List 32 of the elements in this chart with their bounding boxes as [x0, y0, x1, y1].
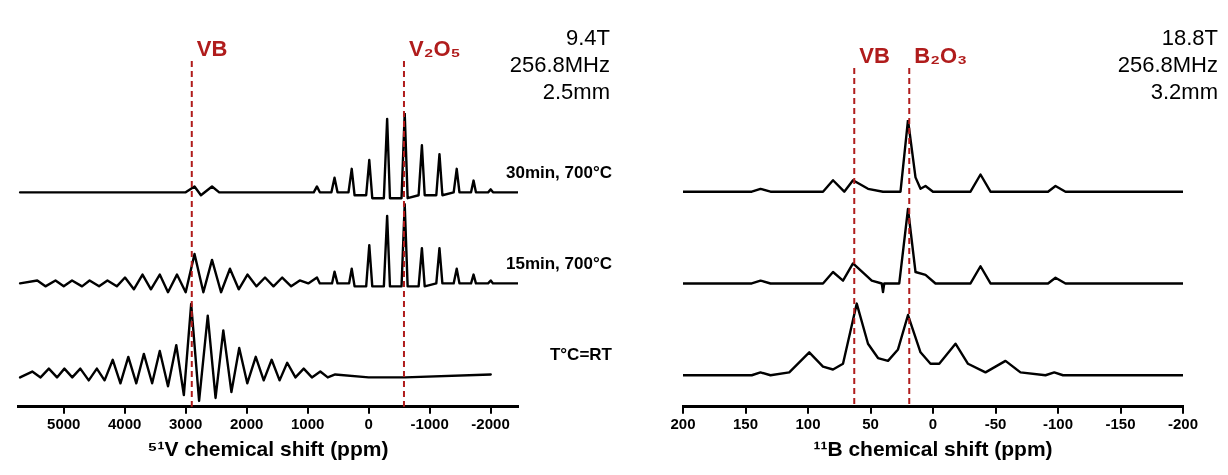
x-tick-label: 4000	[108, 414, 142, 432]
text: 18.8T	[1161, 25, 1218, 50]
text: 2.5mm	[542, 79, 610, 104]
ref-line-label: VB	[196, 36, 228, 61]
x-tick-label: -1000	[410, 414, 449, 432]
x-tick-label: 5000	[47, 414, 81, 432]
x-tick-label: 3000	[169, 414, 203, 432]
x-axis-title: ¹¹B chemical shift (ppm)	[813, 437, 1053, 461]
series-label: 30min, 700°C	[505, 163, 612, 183]
x-tick-label: 0	[364, 414, 373, 432]
x-tick-label: 100	[795, 414, 821, 432]
ref-line-label: VB	[859, 43, 890, 68]
x-tick-label: 150	[732, 414, 759, 432]
x-tick-label: -150	[1105, 414, 1136, 432]
ref-line-label: B₂O₃	[914, 43, 968, 68]
x-tick-label: -200	[1167, 414, 1199, 432]
x-axis-title: ⁵¹V chemical shift (ppm)	[147, 437, 389, 461]
text: 256.8MHz	[1117, 52, 1218, 77]
series-label: 15min, 700°C	[505, 254, 612, 274]
x-tick-label: 50	[862, 414, 879, 432]
ref-line-label: V₂O₅	[408, 36, 461, 61]
text: T°C=RT	[549, 345, 613, 365]
x-tick-label: -2000	[471, 414, 510, 432]
x-tick-label: -50	[984, 414, 1007, 432]
text: 3.2mm	[1150, 79, 1218, 104]
text: 9.4T	[565, 25, 610, 50]
text: 256.8MHz	[509, 52, 610, 77]
x-tick-label: -100	[1042, 414, 1074, 432]
x-tick-label: 0	[928, 414, 938, 432]
x-tick-label: 2000	[229, 414, 264, 432]
x-tick-label: 1000	[290, 414, 325, 432]
x-tick-label: 200	[670, 414, 696, 432]
